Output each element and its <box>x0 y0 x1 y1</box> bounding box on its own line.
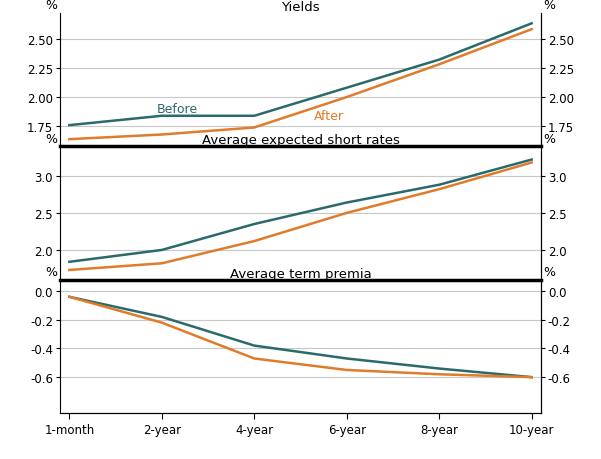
Text: After: After <box>314 110 344 123</box>
Title: Average term premia: Average term premia <box>230 267 371 280</box>
Title: Average expected short rates: Average expected short rates <box>201 134 400 147</box>
Text: %: % <box>543 266 555 279</box>
Title: Yields: Yields <box>281 1 320 14</box>
Text: %: % <box>46 266 58 279</box>
Text: %: % <box>543 133 555 146</box>
Text: Before: Before <box>157 103 198 116</box>
Text: %: % <box>543 0 555 12</box>
Text: %: % <box>46 133 58 146</box>
Text: %: % <box>46 0 58 12</box>
